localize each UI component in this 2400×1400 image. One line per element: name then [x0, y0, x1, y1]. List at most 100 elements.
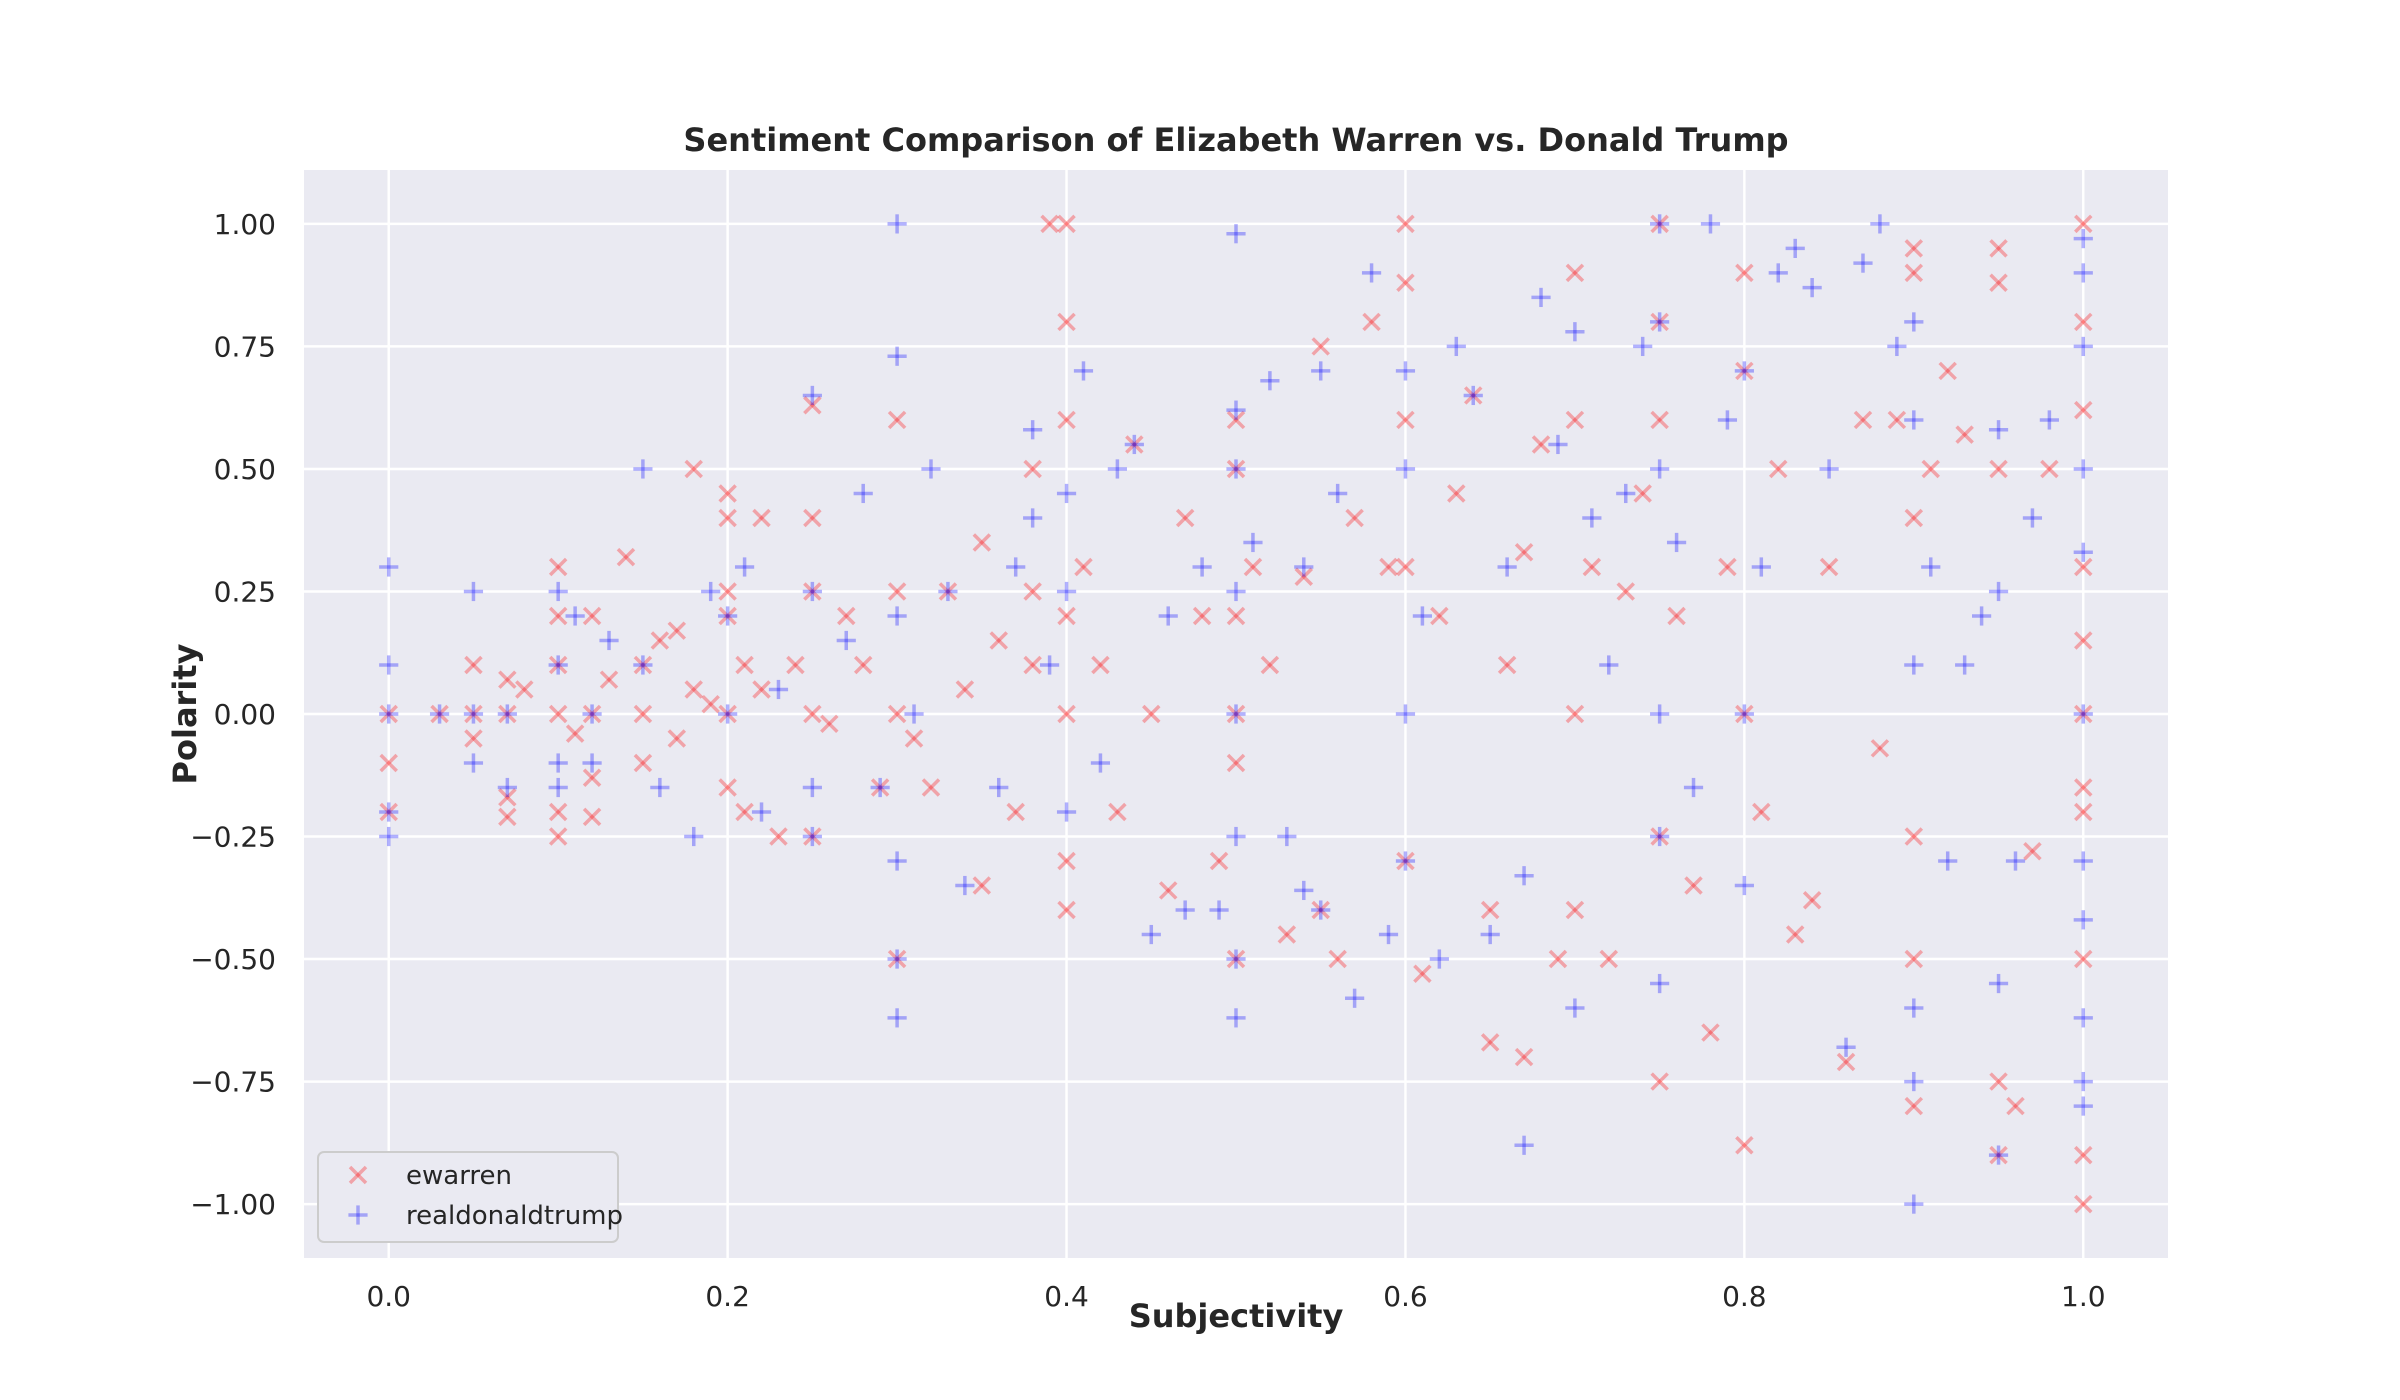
realdonaldtrump-point	[718, 704, 738, 724]
realdonaldtrump-point	[1988, 973, 2009, 994]
realdonaldtrump-point	[2073, 459, 2093, 479]
ewarren-point	[1785, 925, 1805, 944]
ewarren-point	[718, 508, 737, 528]
realdonaldtrump-point	[463, 753, 484, 773]
ewarren-point	[1463, 386, 1483, 405]
ewarren-point	[1650, 410, 1669, 430]
realdonaldtrump-point	[379, 802, 399, 822]
ewarren-point	[1989, 239, 2008, 258]
realdonaldtrump-point	[1294, 880, 1314, 901]
ewarren-point	[548, 827, 568, 846]
realdonaldtrump-point	[379, 704, 399, 724]
y-tick-label: −0.50	[190, 943, 276, 976]
realdonaldtrump-point	[718, 606, 738, 626]
ewarren-point	[1226, 949, 1246, 969]
ewarren-point	[1921, 459, 1941, 479]
y-tick-label: −0.25	[190, 821, 276, 854]
realdonaldtrump-point	[1904, 410, 1924, 430]
realdonaldtrump-point	[1904, 655, 1924, 675]
realdonaldtrump-point	[379, 655, 399, 675]
realdonaldtrump-point	[1650, 826, 1670, 847]
ewarren-point	[2074, 214, 2093, 234]
ewarren-point	[1294, 567, 1314, 587]
realdonaldtrump-point	[1565, 322, 1585, 342]
legend-label-realdonaldtrump: realdonaldtrump	[406, 1201, 623, 1231]
realdonaldtrump-point	[1650, 973, 1670, 994]
realdonaldtrump-point	[1768, 263, 1788, 283]
realdonaldtrump-point	[2073, 1096, 2093, 1116]
ewarren-point	[1396, 851, 1415, 871]
ewarren-point	[515, 680, 534, 699]
realdonaldtrump-point	[853, 483, 873, 504]
realdonaldtrump-point	[1836, 1037, 1856, 1057]
ewarren-point	[803, 827, 822, 846]
ewarren-point	[1396, 557, 1415, 577]
ewarren-point	[1125, 435, 1144, 454]
ewarren-point	[498, 788, 517, 807]
realdonaldtrump-point	[1226, 949, 1246, 969]
realdonaldtrump-point	[768, 679, 789, 700]
ewarren-point	[667, 729, 687, 748]
realdonaldtrump-point	[684, 826, 704, 847]
ewarren-point	[1989, 459, 2008, 479]
realdonaldtrump-point	[802, 385, 822, 406]
ewarren-point	[887, 949, 907, 969]
ewarren-point	[1277, 925, 1297, 944]
ewarren-point	[820, 714, 839, 734]
ewarren-point	[1650, 827, 1669, 846]
ewarren-point	[616, 547, 636, 567]
y-tick-label: −1.00	[190, 1188, 276, 1221]
ewarren-point	[1701, 1023, 1720, 1042]
realdonaldtrump-point	[989, 777, 1009, 798]
realdonaldtrump-point	[1819, 459, 1839, 479]
ewarren-point	[887, 582, 907, 601]
ewarren-point	[1989, 1145, 2008, 1165]
realdonaldtrump-point	[1395, 361, 1416, 381]
realdonaldtrump-point	[497, 704, 517, 724]
realdonaldtrump-point	[938, 581, 958, 602]
ewarren-point	[582, 704, 602, 724]
realdonaldtrump-point	[2073, 1071, 2093, 1092]
ewarren-point	[1396, 410, 1415, 430]
realdonaldtrump-point	[1785, 238, 1805, 259]
realdonaldtrump-point	[1107, 459, 1127, 479]
realdonaldtrump-point	[1023, 508, 1043, 528]
ewarren-point	[599, 670, 619, 689]
realdonaldtrump-point	[1683, 777, 1704, 798]
realdonaldtrump-point	[802, 826, 822, 847]
realdonaldtrump-point	[582, 753, 602, 773]
realdonaldtrump-point	[802, 581, 822, 602]
ewarren-point	[870, 778, 890, 797]
realdonaldtrump-point	[1429, 949, 1449, 969]
ewarren-point	[1514, 543, 1534, 562]
ewarren-point	[2074, 704, 2093, 724]
realdonaldtrump-point	[1124, 434, 1144, 455]
realdonaldtrump-point	[1514, 866, 1534, 886]
legend-box	[317, 1151, 619, 1243]
realdonaldtrump-point	[1175, 900, 1195, 920]
x-tick-label: 0.8	[1722, 1280, 1767, 1313]
realdonaldtrump-point	[1734, 704, 1754, 724]
realdonaldtrump-point	[548, 753, 568, 773]
ewarren-point	[1379, 557, 1398, 577]
ewarren-point	[701, 694, 720, 714]
realdonaldtrump-point	[887, 851, 907, 871]
x-tick-labels: 0.0 0.2 0.4 0.6 0.8 1.0	[366, 1280, 2105, 1313]
ewarren-point	[1345, 508, 1364, 528]
realdonaldtrump-point	[955, 875, 975, 896]
ewarren-point	[1667, 606, 1686, 626]
ewarren-point	[498, 807, 517, 827]
ewarren-point	[548, 655, 568, 675]
x-axis-label: Subjectivity	[1129, 1297, 1344, 1335]
ewarren-point	[1752, 802, 1771, 822]
realdonaldtrump-point	[1226, 224, 1246, 244]
realdonaldtrump-point	[1073, 361, 1094, 381]
ewarren-point	[752, 680, 771, 699]
ewarren-point	[548, 802, 568, 822]
realdonaldtrump-point	[1395, 851, 1416, 871]
ewarren-point	[1396, 214, 1415, 234]
ewarren-point	[735, 802, 754, 822]
realdonaldtrump-point	[1650, 312, 1670, 332]
realdonaldtrump-point	[463, 704, 484, 724]
